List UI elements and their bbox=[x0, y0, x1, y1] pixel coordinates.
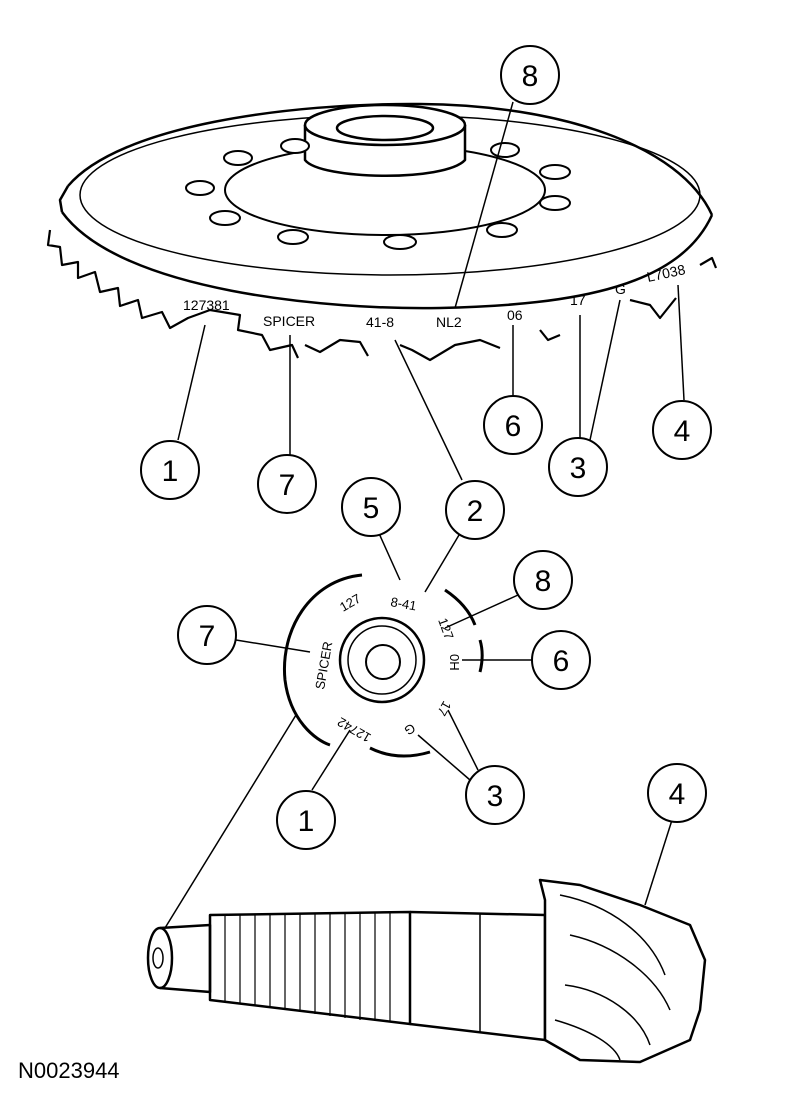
callout-8-top: 8 bbox=[500, 45, 560, 105]
callout-7-mid: 7 bbox=[177, 605, 237, 665]
svg-text:8: 8 bbox=[522, 60, 539, 93]
callout-6-mid: 6 bbox=[531, 630, 591, 690]
gear-teeth bbox=[46, 229, 299, 359]
pinion-shaft bbox=[146, 878, 707, 1064]
figure-id: N0023944 bbox=[18, 1058, 120, 1083]
leader-lines bbox=[164, 101, 685, 929]
svg-text:4: 4 bbox=[674, 415, 691, 448]
bolt-holes bbox=[185, 138, 571, 250]
callout-3-mid: 3 bbox=[465, 765, 525, 825]
svg-text:2: 2 bbox=[467, 495, 484, 528]
svg-text:1: 1 bbox=[162, 455, 179, 488]
svg-text:5: 5 bbox=[363, 492, 380, 525]
callout-4-bottom: 4 bbox=[647, 763, 707, 823]
svg-text:4: 4 bbox=[669, 778, 686, 811]
ring-gear bbox=[46, 102, 718, 362]
ring-mark-shift-code: L7038 bbox=[645, 261, 687, 285]
svg-text:3: 3 bbox=[487, 780, 504, 813]
svg-text:6: 6 bbox=[553, 645, 570, 678]
svg-text:7: 7 bbox=[199, 620, 216, 653]
callout-8-mid: 8 bbox=[513, 550, 573, 610]
pinion-mark-manufacturer: SPICER bbox=[312, 640, 335, 690]
ring-mark-ratio: 41-8 bbox=[366, 314, 394, 330]
svg-text:8: 8 bbox=[535, 565, 552, 598]
ring-mark-date-month: 06 bbox=[507, 307, 523, 323]
callout-5-mid: 5 bbox=[341, 477, 401, 537]
callout-6-top: 6 bbox=[483, 395, 543, 455]
svg-text:6: 6 bbox=[505, 410, 522, 443]
callouts: 8 1 7 6 3 4 5 2 bbox=[140, 45, 712, 850]
pinion-mark-ratio: 8-41 bbox=[389, 594, 417, 613]
ring-gear-markings: 127381 SPICER 41-8 NL2 06 17 G L7038 bbox=[183, 261, 687, 330]
pinion-mark-part-number: 127 bbox=[337, 591, 363, 615]
callout-3-top: 3 bbox=[548, 437, 608, 497]
pinion-mark-serial: 12742 bbox=[335, 714, 374, 745]
callout-1-top: 1 bbox=[140, 440, 200, 500]
ring-mark-assembly-code: NL2 bbox=[436, 314, 462, 330]
svg-text:1: 1 bbox=[298, 805, 315, 838]
ring-mark-manufacturer: SPICER bbox=[263, 313, 315, 329]
svg-text:3: 3 bbox=[570, 452, 587, 485]
callout-1-mid: 1 bbox=[276, 790, 336, 850]
callout-2-mid: 2 bbox=[445, 480, 505, 540]
pinion-mark-ring-ref: 127 bbox=[435, 616, 457, 642]
spline-lines bbox=[224, 912, 391, 1022]
pinion-mark-plant-code: G bbox=[402, 720, 418, 738]
pinion-markings: 127 8-41 127 0H 17 G 12742 SPICER bbox=[312, 591, 462, 746]
pinion-mark-date: 0H bbox=[447, 654, 462, 671]
callout-4-top: 4 bbox=[652, 400, 712, 460]
svg-text:7: 7 bbox=[279, 469, 296, 502]
ring-mark-date-day: 17 bbox=[570, 292, 586, 308]
pinion-end-face bbox=[282, 573, 484, 758]
ring-mark-plant-code: G bbox=[615, 281, 626, 297]
ring-mark-part-number: 127381 bbox=[183, 297, 230, 313]
callout-7-top: 7 bbox=[257, 454, 317, 514]
